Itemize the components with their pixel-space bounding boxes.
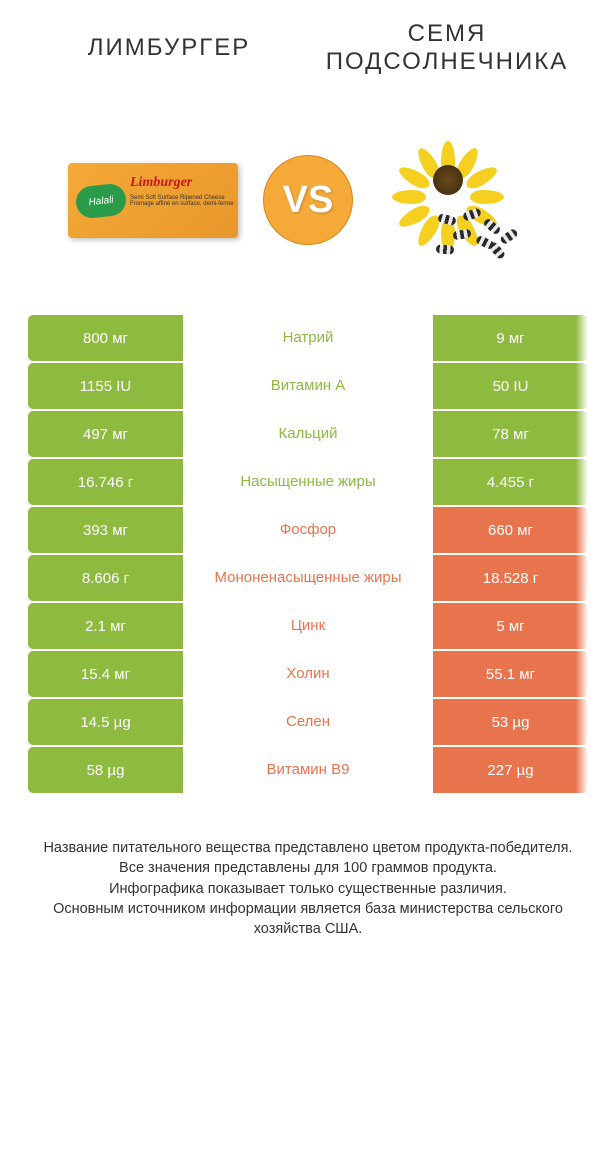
- nutrient-label: Цинк: [183, 603, 433, 649]
- table-row: 1155 IUВитамин A50 IU: [28, 363, 588, 409]
- right-value: 18.528 г: [433, 555, 588, 601]
- left-value: 2.1 мг: [28, 603, 183, 649]
- seeds-icon: [428, 210, 528, 255]
- right-value: 9 мг: [433, 315, 588, 361]
- footer-line2: Все значения представлены для 100 граммо…: [28, 858, 588, 878]
- left-value: 16.746 г: [28, 459, 183, 505]
- table-row: 16.746 гНасыщенные жиры4.455 г: [28, 459, 588, 505]
- footer-line1: Название питательного вещества представл…: [28, 838, 588, 858]
- table-row: 14.5 µgСелен53 µg: [28, 699, 588, 745]
- left-value: 1155 IU: [28, 363, 183, 409]
- left-product-title: ЛИМБУРГЕР: [30, 34, 308, 62]
- right-product-image: [373, 135, 553, 265]
- right-value: 5 мг: [433, 603, 588, 649]
- right-value: 55.1 мг: [433, 651, 588, 697]
- header-row: ЛИМБУРГЕР СЕМЯ ПОДСОЛНЕЧНИКА: [10, 20, 606, 95]
- left-value: 14.5 µg: [28, 699, 183, 745]
- nutrient-label: Фосфор: [183, 507, 433, 553]
- nutrient-label: Кальций: [183, 411, 433, 457]
- left-value: 393 мг: [28, 507, 183, 553]
- nutrient-label: Селен: [183, 699, 433, 745]
- vs-badge: VS: [263, 155, 353, 245]
- sunflower-icon: [378, 135, 548, 265]
- footer-text: Название питательного вещества представл…: [28, 838, 588, 939]
- comparison-table: 800 мгНатрий9 мг1155 IUВитамин A50 IU497…: [28, 315, 588, 793]
- nutrient-label: Витамин A: [183, 363, 433, 409]
- footer-line4: Основным источником информации является …: [28, 899, 588, 940]
- cheese-brand-badge: Halali: [74, 182, 127, 219]
- cheese-sub-line1: Semi Soft Surface Ripened Cheese: [130, 195, 234, 202]
- left-product-image: Halali Limburger Semi Soft Surface Ripen…: [63, 135, 243, 265]
- table-row: 497 мгКальций78 мг: [28, 411, 588, 457]
- table-row: 393 мгФосфор660 мг: [28, 507, 588, 553]
- right-value: 50 IU: [433, 363, 588, 409]
- right-product-title: СЕМЯ ПОДСОЛНЕЧНИКА: [308, 20, 586, 75]
- left-value: 58 µg: [28, 747, 183, 793]
- right-value: 227 µg: [433, 747, 588, 793]
- cheese-name-text: Limburger: [130, 175, 192, 191]
- right-value: 53 µg: [433, 699, 588, 745]
- images-row: Halali Limburger Semi Soft Surface Ripen…: [10, 135, 606, 265]
- nutrient-label: Насыщенные жиры: [183, 459, 433, 505]
- cheese-subtitle: Semi Soft Surface Ripened Cheese Fromage…: [130, 195, 234, 208]
- right-value: 78 мг: [433, 411, 588, 457]
- table-row: 8.606 гМононенасыщенные жиры18.528 г: [28, 555, 588, 601]
- nutrient-label: Мононенасыщенные жиры: [183, 555, 433, 601]
- nutrient-label: Витамин B9: [183, 747, 433, 793]
- cheese-sub-line2: Fromage affiné en surface, demi-ferme: [130, 201, 234, 208]
- table-row: 15.4 мгХолин55.1 мг: [28, 651, 588, 697]
- left-value: 8.606 г: [28, 555, 183, 601]
- cheese-package-icon: Halali Limburger Semi Soft Surface Ripen…: [68, 163, 238, 238]
- left-value: 15.4 мг: [28, 651, 183, 697]
- right-value: 660 мг: [433, 507, 588, 553]
- nutrient-label: Натрий: [183, 315, 433, 361]
- table-row: 2.1 мгЦинк5 мг: [28, 603, 588, 649]
- nutrient-label: Холин: [183, 651, 433, 697]
- footer-line3: Инфографика показывает только существенн…: [28, 879, 588, 899]
- left-value: 800 мг: [28, 315, 183, 361]
- right-value: 4.455 г: [433, 459, 588, 505]
- left-value: 497 мг: [28, 411, 183, 457]
- table-row: 58 µgВитамин B9227 µg: [28, 747, 588, 793]
- table-row: 800 мгНатрий9 мг: [28, 315, 588, 361]
